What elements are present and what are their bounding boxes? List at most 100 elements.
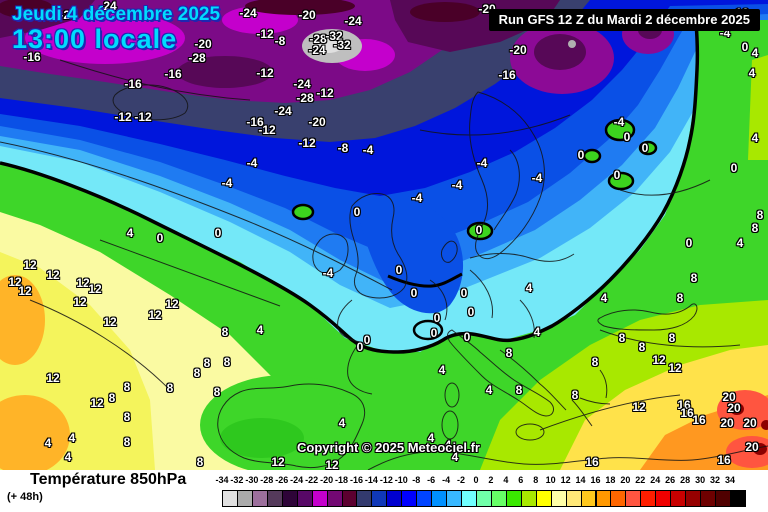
temp-label: -20 xyxy=(308,115,326,129)
map-title: Température 850hPa xyxy=(30,471,187,488)
temperature-field-map xyxy=(0,0,768,470)
temp-label: 0 xyxy=(363,333,371,347)
temp-label: 0 xyxy=(433,311,441,325)
scale-value-label: -28 xyxy=(260,475,274,485)
temp-label: 8 xyxy=(571,388,579,402)
temp-label: -24 xyxy=(99,0,117,13)
scale-color-box xyxy=(610,490,627,507)
temp-label: 4 xyxy=(525,281,533,295)
temp-label: 0 xyxy=(463,330,471,344)
temp-label: 4 xyxy=(748,66,756,80)
temp-label: 4 xyxy=(338,416,346,430)
temp-label: 8 xyxy=(223,355,231,369)
scale-value-label: 30 xyxy=(695,475,706,485)
temp-label: 0 xyxy=(430,326,438,340)
scale-color-box xyxy=(580,490,597,507)
temp-label: 4 xyxy=(751,131,759,145)
temp-label: 12 xyxy=(18,284,32,298)
scale-color-box xyxy=(490,490,507,507)
temp-label: 12 xyxy=(46,268,60,282)
temp-label: -24 xyxy=(293,77,311,91)
scale-value-label: -30 xyxy=(245,475,259,485)
temp-label: 16 xyxy=(585,455,599,469)
temp-label: 8 xyxy=(676,291,684,305)
temp-label: 12 xyxy=(652,353,666,367)
scale-value-label: -14 xyxy=(364,475,378,485)
scale-color-box xyxy=(281,490,298,507)
forecast-time: 13:00 locale xyxy=(12,23,178,54)
scale-color-box xyxy=(446,490,463,507)
temp-label: 12 xyxy=(90,396,104,410)
temp-label: 4 xyxy=(751,46,759,60)
temp-label: 4 xyxy=(68,431,76,445)
temp-label: 4 xyxy=(64,450,72,464)
scale-value-label: -22 xyxy=(305,475,319,485)
temp-label: -16 xyxy=(164,67,182,81)
scale-color-box xyxy=(431,490,448,507)
temp-label: -20 xyxy=(59,8,77,22)
temp-label: 12 xyxy=(46,371,60,385)
temp-label: 0 xyxy=(214,226,222,240)
temp-label: -16 xyxy=(124,77,142,91)
temp-label: 0 xyxy=(410,286,418,300)
scale-value-label: -20 xyxy=(320,475,334,485)
temp-label: -24 xyxy=(308,43,326,57)
temp-label: -28 xyxy=(309,32,327,46)
temp-label: -4 xyxy=(531,171,543,185)
temp-label: 16 xyxy=(680,406,694,420)
scale-value-label: 12 xyxy=(560,475,571,485)
temp-label: 0 xyxy=(356,340,364,354)
temp-label: 8 xyxy=(123,410,131,424)
run-info-bar: Run GFS 12 Z du Mardi 2 décembre 2025 xyxy=(488,9,760,31)
temp-label: 0 xyxy=(741,40,749,54)
temp-label: 0 xyxy=(467,305,475,319)
temp-label: -4 xyxy=(322,266,334,280)
scale-color-box xyxy=(715,490,731,507)
scale-color-box xyxy=(296,490,313,507)
scale-color-box xyxy=(326,490,343,507)
scale-value-label: -8 xyxy=(412,475,421,485)
temp-label: -20 xyxy=(509,43,527,57)
temp-label: 16 xyxy=(717,453,731,467)
scale-color-box xyxy=(236,490,253,507)
forecast-date: Jeudi 4 décembre 2025 xyxy=(12,4,221,25)
temp-label: 8 xyxy=(221,325,229,339)
temp-label: 8 xyxy=(505,346,513,360)
temp-label: 20 xyxy=(722,390,736,404)
temp-label: -12 xyxy=(256,66,274,80)
temp-label: 0 xyxy=(156,231,164,245)
temp-label: 12 xyxy=(165,297,179,311)
temp-label: -12 xyxy=(298,136,316,150)
temp-label: 8 xyxy=(591,355,599,369)
scale-color-box xyxy=(401,490,418,507)
scale-value-label: 28 xyxy=(680,475,691,485)
scale-value-label: -16 xyxy=(349,475,363,485)
temp-label: 4 xyxy=(533,325,541,339)
temp-label: 0 xyxy=(475,223,483,237)
temp-label: -4 xyxy=(719,26,731,40)
scale-color-box xyxy=(550,490,567,507)
scale-color-box xyxy=(311,490,328,507)
temp-label: 12 xyxy=(325,458,339,470)
temp-label: 12 xyxy=(148,308,162,322)
temp-label: 4 xyxy=(126,226,134,240)
temp-label: 4 xyxy=(444,438,452,452)
temp-label: -4 xyxy=(451,178,463,192)
scale-color-box xyxy=(475,490,492,507)
scale-color-box xyxy=(505,490,522,507)
temp-label: 4 xyxy=(256,323,264,337)
scale-color-box xyxy=(625,490,642,507)
forecast-datetime: Jeudi 4 décembre 2025 13:00 locale xyxy=(12,4,221,54)
scale-color-box xyxy=(640,490,657,507)
temp-label: 8 xyxy=(123,380,131,394)
scale-color-box xyxy=(670,490,687,507)
temp-label: -28 xyxy=(296,91,314,105)
temp-label: -16 xyxy=(498,68,516,82)
scale-value-label: 26 xyxy=(665,475,676,485)
temp-label: -12 xyxy=(114,110,132,124)
temp-label: 8 xyxy=(638,340,646,354)
temp-label: -12 xyxy=(258,123,276,137)
temp-label: 12 xyxy=(76,276,90,290)
temp-label: 8 xyxy=(751,221,759,235)
scale-value-label: 14 xyxy=(575,475,586,485)
